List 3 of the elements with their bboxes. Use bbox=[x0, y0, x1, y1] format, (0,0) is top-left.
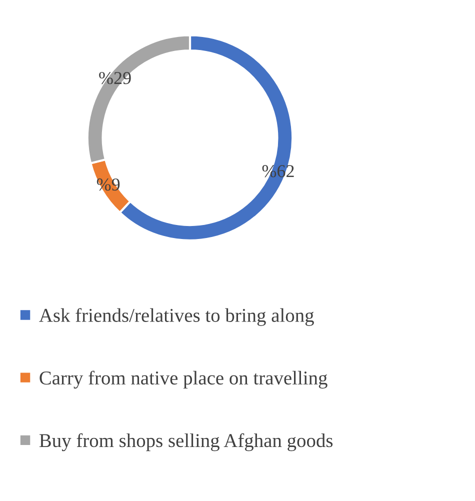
legend-label: Carry from native place on travelling bbox=[40, 370, 328, 389]
legend-label: Buy from shops selling Afghan goods bbox=[39, 433, 333, 452]
legend-label: Ask friends/relatives to bring along bbox=[39, 308, 314, 326]
